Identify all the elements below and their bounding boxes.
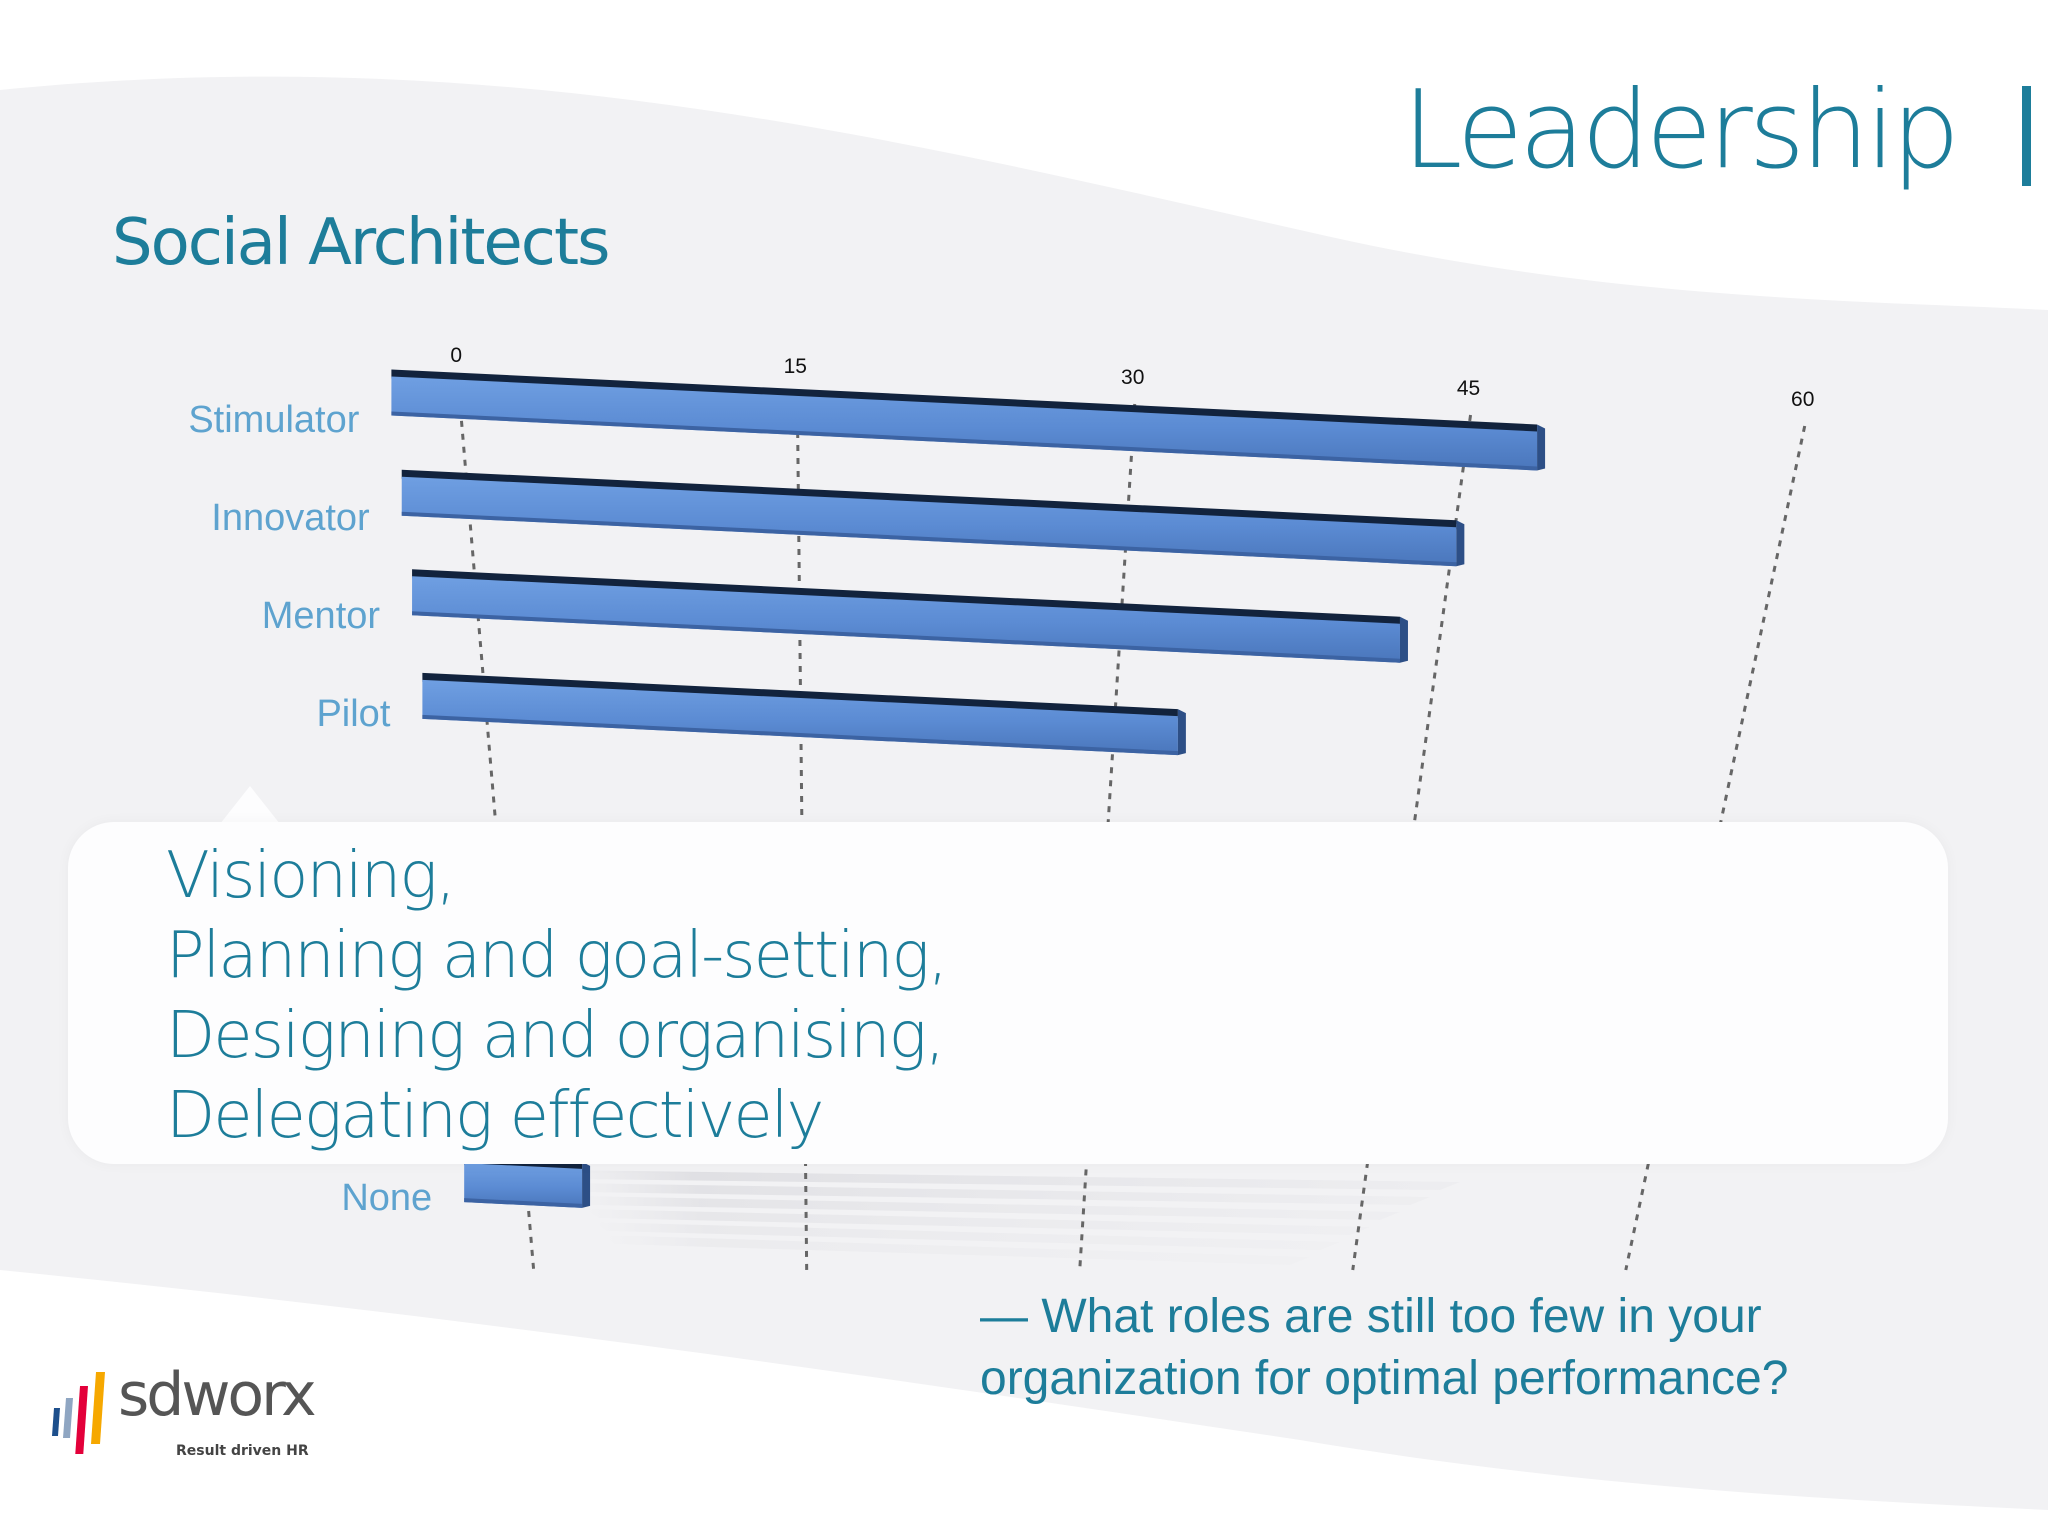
logo-stripes-icon [52, 1372, 105, 1454]
tick-label-15: 15 [784, 355, 807, 378]
bar-pilot [422, 672, 1186, 756]
bar-bottom-innovator [401, 511, 1457, 567]
bar-cap-stimulator [1537, 424, 1546, 471]
tick-labels: 0 15 30 45 60 [450, 344, 1814, 411]
floor-shadow-strip [568, 1183, 1430, 1205]
floor-shadow-strip [576, 1196, 1400, 1220]
bar-cap-pilot [1177, 709, 1186, 756]
bar-face-innovator [401, 476, 1457, 567]
callout-box [68, 822, 1948, 1164]
bar-cap-mentor [1399, 616, 1408, 663]
callout-list: Visioning, Planning and goal-setting, De… [166, 836, 948, 1156]
slide-title: Leadership [1402, 68, 1960, 193]
bar-top-stimulator [391, 369, 1538, 434]
floor-shadow-strip [592, 1222, 1340, 1250]
bar-bottom-stimulator [391, 411, 1538, 471]
bar-face-stimulator [391, 376, 1538, 471]
title-accent-bar [2022, 86, 2031, 186]
bar-top-mentor [412, 569, 1400, 626]
bar-top-pilot [422, 672, 1178, 719]
bar-bottom-none [464, 1198, 583, 1208]
bar-face-none [464, 1163, 583, 1208]
category-labels: Stimulator Innovator Mentor Pilot None [188, 399, 432, 1219]
tick-label-60: 60 [1791, 388, 1814, 411]
floor-shadow-strip [560, 1170, 1460, 1190]
chart-subtitle: Social Architects [112, 206, 610, 280]
logo-tagline: Result driven HR [176, 1443, 309, 1459]
floor-shadow-strip [600, 1235, 1310, 1265]
category-label-innovator: Innovator [211, 497, 370, 539]
bar-innovator [401, 469, 1465, 567]
callout-line-delegating: Delegating effectively [166, 1079, 824, 1153]
callout-line-planning: Planning and goal-setting, [166, 919, 948, 993]
category-label-none: None [341, 1177, 432, 1219]
callout-line-designing: Designing and organising, [166, 999, 945, 1073]
bar-bottom-mentor [412, 611, 1400, 663]
tick-label-45: 45 [1457, 377, 1480, 400]
callout-pointer [220, 786, 280, 824]
category-label-mentor: Mentor [262, 595, 381, 637]
category-label-pilot: Pilot [316, 693, 390, 735]
tick-label-30: 30 [1121, 366, 1144, 389]
bar-face-mentor [412, 576, 1400, 663]
bar-cap-none [582, 1161, 591, 1208]
tick-label-0: 0 [450, 344, 462, 367]
floor-shadow [560, 1170, 1460, 1265]
bar-stimulator [391, 369, 1546, 471]
bar-face-pilot [422, 679, 1178, 756]
bar-mentor [412, 569, 1408, 663]
sdworx-logo: sdworx Result driven HR [52, 1360, 332, 1464]
question-text: — What roles are still too few in your o… [980, 1290, 1789, 1405]
bar-top-innovator [401, 469, 1457, 530]
bar-bottom-pilot [422, 714, 1178, 756]
logo-wordmark: sdworx [118, 1360, 317, 1430]
category-label-stimulator: Stimulator [188, 399, 359, 441]
bar-cap-innovator [1456, 520, 1465, 567]
floor-shadow-strip [584, 1209, 1370, 1235]
bars [391, 369, 1546, 1208]
callout-line-visioning: Visioning, [166, 839, 456, 913]
